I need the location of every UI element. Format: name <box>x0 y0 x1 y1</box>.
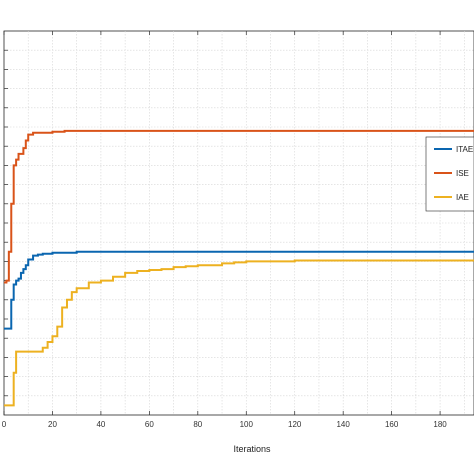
series-line-iae <box>4 259 474 407</box>
series-lines <box>4 129 474 407</box>
x-tick-label: 100 <box>240 420 254 429</box>
x-tick-label: 180 <box>433 420 447 429</box>
x-tick-label: 60 <box>145 420 154 429</box>
legend-label-iae: IAE <box>456 193 469 202</box>
x-tick-label: 40 <box>96 420 105 429</box>
x-tick-label: 80 <box>193 420 202 429</box>
x-tick-label: 120 <box>288 420 302 429</box>
series-line-itae <box>4 250 474 330</box>
legend-label-ise: ISE <box>456 169 469 178</box>
axis-ticks <box>3 31 441 415</box>
x-tick-label: 160 <box>385 420 399 429</box>
grid-lines <box>4 31 474 415</box>
legend: ITAE ISE IAE <box>425 136 474 212</box>
x-tick-label: 20 <box>48 420 57 429</box>
x-tick-label: 140 <box>336 420 350 429</box>
x-tick-label: 0 <box>2 420 7 429</box>
series-line-ise <box>4 129 474 284</box>
x-axis-label: Iterations <box>233 444 271 454</box>
legend-label-itae: ITAE <box>456 145 473 154</box>
x-tick-labels: 0 20 40 60 80 100 120 140 160 180 <box>2 420 448 429</box>
